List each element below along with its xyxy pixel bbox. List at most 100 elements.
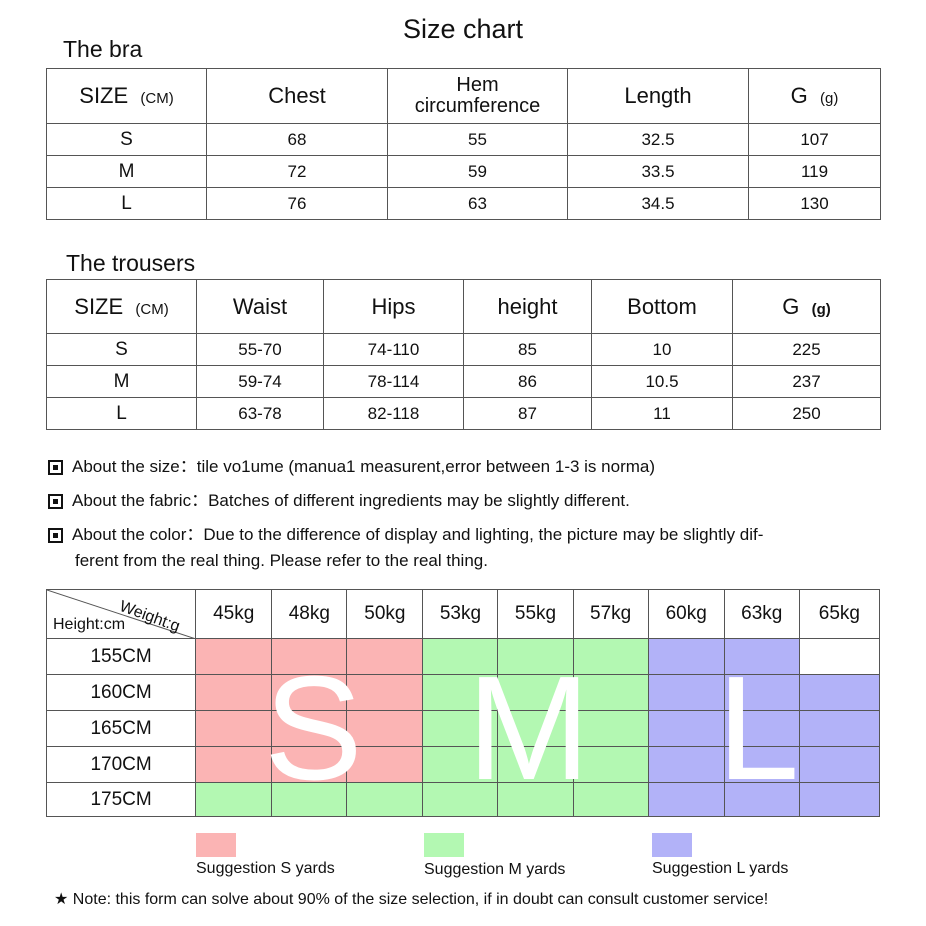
size-cell: [798, 674, 881, 711]
big-letter-m: M: [467, 646, 591, 811]
trousers-cell: 59-74: [196, 365, 324, 398]
bra-cell: 32.5: [567, 123, 749, 156]
bra-cell: 68: [206, 123, 388, 156]
trousers-cell: 225: [732, 333, 881, 366]
height-row: 160CM: [45, 674, 881, 711]
legend-swatch-l: [652, 833, 692, 857]
trousers-cell: L: [46, 397, 197, 430]
height-header: 170CM: [45, 746, 197, 783]
trousers-header-height: height: [463, 279, 592, 334]
weight-header: 53kg: [422, 589, 499, 639]
trousers-cell: 10: [591, 333, 733, 366]
trousers-cell: 82-118: [323, 397, 464, 430]
size-cell: [798, 638, 881, 675]
bullet-square-icon: [48, 460, 63, 475]
bra-table: SIZE (CM) Chest Hem circumference Length …: [46, 68, 881, 220]
weight-header: 50kg: [346, 589, 424, 639]
size-cell: [723, 674, 800, 711]
bullet-square-icon: [48, 494, 63, 509]
size-cell: [195, 782, 273, 817]
page-title: Size chart: [402, 14, 524, 44]
weight-header: 45kg: [195, 589, 273, 639]
size-cell: [798, 710, 881, 747]
bra-cell: 59: [387, 155, 568, 188]
weight-header: 48kg: [271, 589, 348, 639]
trousers-cell: S: [46, 333, 197, 366]
footnote: ★ Note: this form can solve about 90% of…: [54, 891, 769, 908]
height-row: 175CM: [45, 782, 881, 817]
weight-header: 60kg: [647, 589, 725, 639]
big-letter-l: L: [717, 646, 800, 811]
trousers-header-g: G (g): [732, 279, 881, 334]
legend-label-l: Suggestion L yards: [652, 860, 789, 877]
bra-cell: 63: [387, 187, 568, 220]
size-cell: [647, 638, 725, 675]
legend-swatch-m: [424, 833, 464, 857]
bra-cell: 76: [206, 187, 388, 220]
bra-cell: 119: [748, 155, 881, 188]
size-cell: [195, 674, 273, 711]
height-header: 165CM: [45, 710, 197, 747]
size-cell: [647, 746, 725, 783]
size-cell: [723, 710, 800, 747]
bra-header-length: Length: [567, 68, 749, 124]
trousers-cell: 78-114: [323, 365, 464, 398]
trousers-cell: 10.5: [591, 365, 733, 398]
trousers-cell: 237: [732, 365, 881, 398]
size-cell: [497, 674, 574, 711]
size-cell: [422, 638, 499, 675]
bra-cell: 130: [748, 187, 881, 220]
size-cell: [271, 674, 348, 711]
trousers-row: L 63-78 82-118 87 11 250: [46, 397, 881, 430]
trousers-header-hips: Hips: [323, 279, 464, 334]
trousers-cell: 11: [591, 397, 733, 430]
size-cell: [572, 674, 649, 711]
bra-cell: 72: [206, 155, 388, 188]
height-axis-label: Height:cm: [53, 616, 126, 633]
bra-header-hem: Hem circumference: [387, 68, 568, 124]
bra-cell: L: [46, 187, 207, 220]
note-fabric: About the fabric：Batches of different in…: [48, 486, 630, 511]
bra-row: L 76 63 34.5 130: [46, 187, 881, 220]
note-color: About the color：Due to the difference of…: [48, 520, 763, 545]
note-color-continued: ferent from the real thing. Please refer…: [75, 551, 488, 570]
size-cell: [271, 638, 348, 675]
size-cell: [723, 746, 800, 783]
size-cell: [346, 674, 424, 711]
size-cell: [497, 782, 574, 817]
size-cell: [195, 638, 273, 675]
size-cell: [271, 710, 348, 747]
bra-header-size: SIZE (CM): [46, 68, 207, 124]
trousers-cell: M: [46, 365, 197, 398]
bullet-square-icon: [48, 528, 63, 543]
size-cell: [798, 782, 881, 817]
size-cell: [723, 782, 800, 817]
bra-cell: 55: [387, 123, 568, 156]
note-size: About the size：tile vo1ume (manua1 measu…: [48, 452, 655, 477]
size-cell: [572, 638, 649, 675]
height-row: 155CM: [45, 638, 881, 675]
size-cell: [346, 782, 424, 817]
legend-label-m: Suggestion M yards: [424, 861, 566, 878]
bra-cell: 33.5: [567, 155, 749, 188]
big-letter-s: S: [264, 646, 363, 811]
size-cell: [271, 782, 348, 817]
bra-cell: M: [46, 155, 207, 188]
legend-label-s: Suggestion S yards: [196, 860, 335, 877]
weight-header: 57kg: [572, 589, 649, 639]
diagonal-line: [47, 590, 194, 638]
trousers-header-size: SIZE (CM): [46, 279, 197, 334]
legend-swatch-s: [196, 833, 236, 857]
size-cell: [195, 710, 273, 747]
trousers-row: S 55-70 74-110 85 10 225: [46, 333, 881, 366]
trousers-cell: 85: [463, 333, 592, 366]
bra-header-g: G (g): [748, 68, 881, 124]
bra-cell: S: [46, 123, 207, 156]
size-cell: [422, 674, 499, 711]
bra-cell: 107: [748, 123, 881, 156]
size-cell: [647, 782, 725, 817]
trousers-cell: 86: [463, 365, 592, 398]
size-cell: [572, 746, 649, 783]
bra-cell: 34.5: [567, 187, 749, 220]
trousers-cell: 250: [732, 397, 881, 430]
